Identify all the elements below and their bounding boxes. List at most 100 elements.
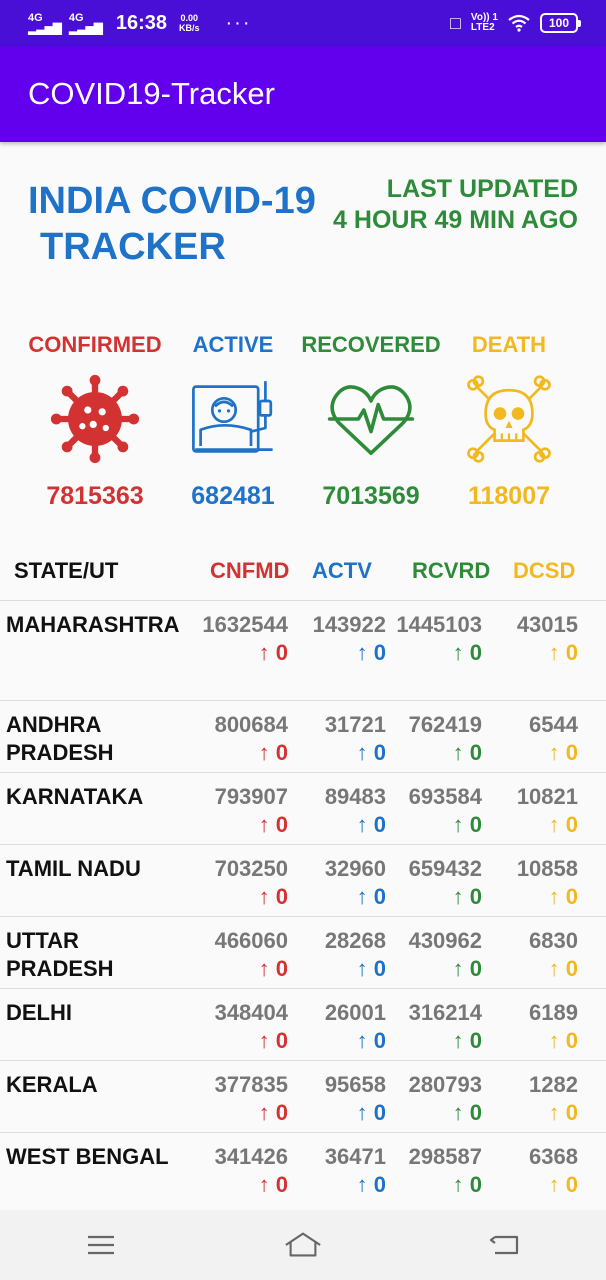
stat-death-value: 118007	[467, 482, 551, 510]
confirmed-value: 703250	[214, 856, 288, 881]
wifi-icon	[508, 14, 530, 32]
header-active: ACTV	[312, 558, 372, 583]
state-name: TAMIL NADU	[6, 856, 141, 881]
state-name: KARNATAKA	[6, 784, 144, 809]
table-row[interactable]: ANDHRA PRADESH 800684 ↑ 0 31721 ↑ 0 762419 ↑ 0…	[0, 701, 606, 773]
confirmed-value: 1632544	[202, 612, 288, 637]
recovered-value: 762419	[408, 712, 482, 737]
active-value: 31721	[324, 712, 386, 737]
cell-active: 95658 ↑ 0	[292, 1071, 386, 1127]
stat-recovered: RECOVERED 7013569	[296, 330, 446, 511]
confirmed-value: 793907	[214, 784, 288, 809]
virus-icon	[50, 374, 140, 464]
cell-confirmed: 377835 ↑ 0	[194, 1071, 288, 1127]
table-row[interactable]: KERALA 377835 ↑ 0 95658 ↑ 0 280793 ↑ 0 1282 ↑ 0	[0, 1061, 606, 1133]
lte-label: LTE2	[470, 22, 495, 33]
stat-death: DEATH 118007	[434, 330, 584, 511]
table-row[interactable]: MAHARASHTRA 1632544 ↑ 0 143922 ↑ 0 1445103 ↑ 0…	[0, 601, 606, 701]
state-table[interactable]: MAHARASHTRA 1632544 ↑ 0 143922 ↑ 0 1445103 ↑ 0…	[0, 600, 606, 1192]
cell-confirmed: 341426 ↑ 0	[194, 1143, 288, 1192]
table-row[interactable]: WEST BENGAL 341426 ↑ 0 36471 ↑ 0 298587 ↑ 0 636…	[0, 1133, 606, 1192]
state-name: DELHI	[6, 1000, 72, 1025]
cell-deceased: 43015 ↑ 0	[484, 611, 578, 667]
stat-active-label: ACTIVE	[192, 332, 274, 357]
stat-confirmed-label: CONFIRMED	[28, 332, 162, 357]
table-row[interactable]: KARNATAKA 793907 ↑ 0 89483 ↑ 0 693584 ↑ 0 10821…	[0, 773, 606, 845]
cell-active: 28268 ↑ 0	[292, 927, 386, 983]
active-delta: ↑ 0	[356, 640, 386, 665]
state-name: ANDHRA PRADESH	[6, 712, 114, 765]
cell-recovered: 693584 ↑ 0	[388, 783, 482, 839]
heartbeat-icon	[327, 385, 415, 455]
confirmed-delta: ↑ 0	[258, 1100, 288, 1125]
header-state: STATE/UT	[14, 558, 119, 583]
signal-2: 4G ▂▃▅▇	[68, 13, 103, 35]
recovered-value: 430962	[408, 928, 482, 953]
home-icon[interactable]	[283, 1225, 323, 1265]
summary-stats: CONFIRMED 7815363 ACTIVE	[0, 330, 606, 510]
deceased-delta: ↑ 0	[548, 1172, 578, 1192]
cell-active: 31721 ↑ 0	[292, 711, 386, 767]
cell-confirmed: 1632544 ↑ 0	[194, 611, 288, 667]
skull-crossbones-icon	[467, 375, 551, 463]
clock: 16:38	[115, 11, 167, 34]
confirmed-delta: ↑ 0	[258, 812, 288, 837]
status-right: □ Vo)) 1 LTE2 100	[450, 12, 582, 34]
cell-active: 143922 ↑ 0	[292, 611, 386, 667]
recovered-value: 280793	[408, 1072, 482, 1097]
navigation-bar	[0, 1210, 606, 1280]
app-title: COVID19-Tracker	[28, 76, 275, 111]
cell-recovered: 1445103 ↑ 0	[388, 611, 482, 667]
recovered-delta: ↑ 0	[452, 640, 482, 665]
active-value: 36471	[324, 1144, 386, 1169]
cell-deceased: 6189 ↑ 0	[484, 999, 578, 1055]
back-icon[interactable]	[485, 1225, 525, 1265]
recovered-value: 1445103	[396, 612, 482, 637]
header-recovered: RCVRD	[412, 558, 491, 583]
deceased-delta: ↑ 0	[548, 884, 578, 909]
menu-icon[interactable]	[81, 1225, 121, 1265]
state-name: WEST BENGAL	[6, 1144, 169, 1169]
state-name: UTTAR PRADESH	[6, 928, 114, 981]
signal-bars-icon: ▂▃▅▇	[68, 21, 103, 35]
state-name: MAHARASHTRA	[6, 612, 180, 637]
cell-confirmed: 466060 ↑ 0	[194, 927, 288, 983]
active-value: 26001	[324, 1000, 386, 1025]
cell-deceased: 6830 ↑ 0	[484, 927, 578, 983]
deceased-delta: ↑ 0	[548, 740, 578, 765]
recovered-delta: ↑ 0	[452, 1172, 482, 1192]
recovered-delta: ↑ 0	[452, 812, 482, 837]
recovered-delta: ↑ 0	[452, 884, 482, 909]
recovered-delta: ↑ 0	[452, 740, 482, 765]
last-updated: LAST UPDATED 4 HOUR 49 MIN AGO	[308, 174, 578, 236]
stat-active-value: 682481	[191, 482, 275, 510]
cell-confirmed: 800684 ↑ 0	[194, 711, 288, 767]
network-type-1: 4G	[28, 12, 43, 24]
active-value: 143922	[312, 612, 386, 637]
confirmed-delta: ↑ 0	[258, 640, 288, 665]
cell-active: 26001 ↑ 0	[292, 999, 386, 1055]
last-updated-label: LAST UPDATED	[386, 175, 578, 203]
stat-recovered-value: 7013569	[322, 482, 420, 510]
deceased-delta: ↑ 0	[548, 640, 578, 665]
table-row[interactable]: DELHI 348404 ↑ 0 26001 ↑ 0 316214 ↑ 0 6189 ↑ 0	[0, 989, 606, 1061]
cell-deceased: 6368 ↑ 0	[484, 1143, 578, 1192]
vibrate-icon: □	[450, 12, 461, 33]
volte-label: Vo)) 1	[470, 12, 498, 23]
confirmed-value: 466060	[214, 928, 288, 953]
cell-deceased: 1282 ↑ 0	[484, 1071, 578, 1127]
deceased-delta: ↑ 0	[548, 956, 578, 981]
page-title-line-1: INDIA COVID-19	[28, 180, 316, 222]
network-speed: 0.00 KB/s	[179, 13, 200, 33]
hero-section: INDIA COVID-19 TRACKER LAST UPDATED 4 HO…	[0, 142, 606, 302]
deceased-delta: ↑ 0	[548, 812, 578, 837]
confirmed-delta: ↑ 0	[258, 956, 288, 981]
stat-active: ACTIVE 682481	[158, 330, 308, 511]
active-value: 28268	[324, 928, 386, 953]
table-row[interactable]: TAMIL NADU 703250 ↑ 0 32960 ↑ 0 659432 ↑ 0 1085…	[0, 845, 606, 917]
deceased-value: 10858	[516, 856, 578, 881]
cell-recovered: 762419 ↑ 0	[388, 711, 482, 767]
confirmed-delta: ↑ 0	[258, 884, 288, 909]
lte-indicator: Vo)) 1 LTE2	[471, 13, 498, 33]
